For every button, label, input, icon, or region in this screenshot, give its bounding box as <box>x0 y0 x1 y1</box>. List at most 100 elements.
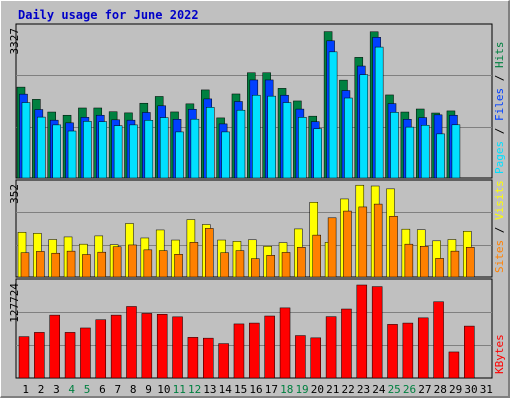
x-tick-label-29: 29 <box>449 383 462 396</box>
bar-pages-24 <box>374 46 384 179</box>
x-tick-label-28: 28 <box>434 383 447 396</box>
bar-sites-7 <box>112 246 122 278</box>
bar-kbytes-10 <box>156 314 168 379</box>
legend-bottom: KBytes <box>493 334 506 374</box>
bar-kbytes-13 <box>203 337 214 379</box>
bar-sites-9 <box>143 249 153 278</box>
bar-kbytes-9 <box>141 313 153 379</box>
bar-sites-14 <box>220 252 229 278</box>
legend-top: Pages / Files / Hits <box>493 42 506 175</box>
x-tick-label-11: 11 <box>173 383 186 396</box>
bar-pages-7 <box>113 125 123 179</box>
bar-sites-16 <box>251 258 260 278</box>
x-tick-label-17: 17 <box>265 383 278 396</box>
bar-sites-3 <box>51 252 60 278</box>
bar-pages-12 <box>190 118 200 179</box>
bar-sites-17 <box>266 255 275 278</box>
bar-sites-21 <box>327 217 337 278</box>
bar-pages-23 <box>359 74 369 179</box>
bar-pages-15 <box>236 109 246 179</box>
x-tick-label-2: 2 <box>38 383 45 396</box>
bar-kbytes-29 <box>448 351 460 379</box>
bar-sites-4 <box>66 250 76 278</box>
bar-kbytes-19 <box>295 335 306 379</box>
x-tick-label-30: 30 <box>464 383 477 396</box>
bar-kbytes-8 <box>126 306 137 379</box>
bar-kbytes-23 <box>356 284 368 379</box>
bar-sites-12 <box>189 242 199 278</box>
legend-middle: Sites / Visits <box>493 180 506 273</box>
bar-pages-6 <box>98 121 108 179</box>
bar-kbytes-16 <box>249 322 260 379</box>
bar-kbytes-24 <box>371 286 383 379</box>
bar-sites-30 <box>466 247 475 278</box>
x-tick-label-9: 9 <box>145 383 152 396</box>
bar-kbytes-7 <box>110 314 122 379</box>
bar-pages-9 <box>144 120 154 179</box>
x-tick-label-16: 16 <box>249 383 262 396</box>
bar-sites-1 <box>20 252 30 278</box>
bar-kbytes-2 <box>34 332 45 379</box>
x-tick-label-19: 19 <box>295 383 308 396</box>
x-tick-label-12: 12 <box>188 383 201 396</box>
bar-pages-26 <box>405 126 415 179</box>
bar-kbytes-18 <box>279 307 291 379</box>
bar-sites-24 <box>373 203 383 278</box>
bar-kbytes-26 <box>402 322 414 379</box>
x-tick-label-8: 8 <box>130 383 137 396</box>
x-tick-label-24: 24 <box>372 383 386 396</box>
bar-kbytes-6 <box>95 319 107 379</box>
bar-sites-6 <box>97 251 107 278</box>
bar-pages-19 <box>298 117 307 179</box>
bar-pages-11 <box>175 131 184 179</box>
x-tick-label-10: 10 <box>157 383 170 396</box>
bar-kbytes-14 <box>218 343 229 379</box>
bar-sites-23 <box>358 206 368 278</box>
bar-kbytes-5 <box>80 327 91 379</box>
bar-sites-20 <box>312 234 321 278</box>
bar-sites-22 <box>343 210 352 278</box>
bar-pages-2 <box>37 116 46 179</box>
x-tick-label-14: 14 <box>219 383 233 396</box>
bar-kbytes-20 <box>310 337 321 379</box>
x-tick-label-13: 13 <box>203 383 216 396</box>
bar-pages-18 <box>282 102 292 179</box>
bar-sites-25 <box>389 215 398 278</box>
bar-sites-15 <box>235 250 245 278</box>
x-tick-label-15: 15 <box>234 383 247 396</box>
bar-pages-3 <box>52 124 61 179</box>
bar-pages-22 <box>344 97 353 179</box>
bar-kbytes-28 <box>433 301 444 379</box>
bar-kbytes-4 <box>64 332 76 379</box>
x-tick-label-18: 18 <box>280 383 293 396</box>
bar-sites-27 <box>419 245 429 278</box>
bar-pages-29 <box>451 124 461 179</box>
x-tick-label-7: 7 <box>114 383 121 396</box>
x-tick-label-23: 23 <box>357 383 370 396</box>
bar-pages-21 <box>328 51 338 179</box>
bar-pages-14 <box>221 131 230 179</box>
bar-kbytes-22 <box>341 308 352 379</box>
bar-sites-26 <box>404 243 414 278</box>
bar-pages-27 <box>420 124 430 179</box>
bar-sites-10 <box>158 250 168 278</box>
bar-sites-19 <box>297 247 306 278</box>
bar-sites-29 <box>450 250 460 278</box>
bar-sites-5 <box>82 254 91 278</box>
x-tick-label-3: 3 <box>53 383 60 396</box>
x-tick-label-5: 5 <box>84 383 91 396</box>
bar-kbytes-25 <box>387 324 398 379</box>
x-tick-label-31: 31 <box>480 383 493 396</box>
bar-pages-25 <box>390 112 399 179</box>
bar-pages-1 <box>21 102 31 179</box>
bar-pages-4 <box>67 130 77 179</box>
bar-kbytes-11 <box>172 316 183 379</box>
x-tick-label-21: 21 <box>326 383 339 396</box>
bar-kbytes-17 <box>264 315 275 379</box>
y-max-label-middle: 352 <box>8 184 21 204</box>
bar-pages-28 <box>436 133 445 179</box>
x-tick-label-4: 4 <box>68 383 75 396</box>
x-tick-label-26: 26 <box>403 383 416 396</box>
